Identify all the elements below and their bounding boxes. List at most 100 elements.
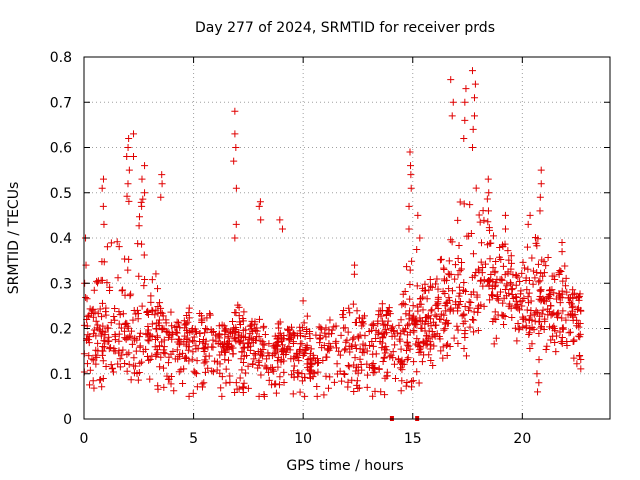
- data-point: [369, 359, 377, 367]
- data-point: [570, 354, 578, 362]
- x-tick-labels: 0 5 10 15 20: [80, 431, 532, 447]
- data-point: [165, 353, 173, 361]
- data-point: [286, 346, 294, 354]
- data-point: [538, 310, 546, 318]
- data-point: [536, 286, 544, 294]
- data-point: [576, 330, 584, 338]
- y-tick-label: 0.8: [50, 50, 72, 66]
- y-tick-label: 0.7: [50, 95, 72, 111]
- data-point: [421, 280, 429, 288]
- data-point: [520, 295, 528, 303]
- data-point: [559, 307, 567, 315]
- data-point: [125, 166, 133, 174]
- data-point: [480, 216, 488, 224]
- data-point: [514, 273, 522, 281]
- data-point: [484, 175, 492, 183]
- data-point: [342, 345, 350, 353]
- data-point: [180, 317, 188, 325]
- data-point: [456, 289, 464, 297]
- data-point: [354, 333, 362, 341]
- data-point: [382, 312, 390, 320]
- data-point: [461, 317, 469, 325]
- data-point: [470, 288, 478, 296]
- data-point: [430, 331, 438, 339]
- data-point: [524, 265, 532, 273]
- data-point: [168, 322, 176, 330]
- data-point: [209, 327, 217, 335]
- data-point: [115, 347, 123, 355]
- data-point: [136, 342, 144, 350]
- data-point: [431, 311, 439, 319]
- data-point: [375, 365, 383, 373]
- data-point: [115, 308, 123, 316]
- data-point: [460, 286, 468, 294]
- data-point: [561, 262, 569, 270]
- data-point: [274, 353, 282, 361]
- data-point: [448, 112, 456, 120]
- data-point: [173, 318, 181, 326]
- data-point: [496, 288, 504, 296]
- data-point: [196, 330, 204, 338]
- data-point: [316, 331, 324, 339]
- data-point: [147, 298, 155, 306]
- data-point: [180, 365, 188, 373]
- data-point: [374, 320, 382, 328]
- data-point: [138, 240, 146, 248]
- data-point: [426, 282, 434, 290]
- data-point: [533, 370, 541, 378]
- data-point: [353, 377, 361, 385]
- data-point: [558, 314, 566, 322]
- data-point: [111, 336, 119, 344]
- data-point: [576, 290, 584, 298]
- data-point: [160, 383, 168, 391]
- data-point: [326, 316, 334, 324]
- data-point: [139, 195, 147, 203]
- data-point: [201, 329, 209, 337]
- data-point: [440, 264, 448, 272]
- data-point: [558, 290, 566, 298]
- data-point: [537, 297, 545, 305]
- data-point: [415, 379, 423, 387]
- data-point: [558, 333, 566, 341]
- data-point: [265, 340, 273, 348]
- data-point: [189, 389, 197, 397]
- data-point: [308, 361, 316, 369]
- x-tick-label: 15: [404, 431, 422, 447]
- data-point: [427, 357, 435, 365]
- data-point: [338, 377, 346, 385]
- data-point: [303, 364, 311, 372]
- data-point: [236, 339, 244, 347]
- data-point: [461, 116, 469, 124]
- data-point: [89, 330, 97, 338]
- data-point: [369, 392, 377, 400]
- data-point: [193, 357, 201, 365]
- data-point: [505, 256, 513, 264]
- data-point: [469, 250, 477, 258]
- data-point: [351, 354, 359, 362]
- data-point: [270, 367, 278, 375]
- data-point: [558, 248, 566, 256]
- data-point: [182, 354, 190, 362]
- data-point: [251, 318, 259, 326]
- data-point: [455, 242, 463, 250]
- data-point: [573, 360, 581, 368]
- data-point: [453, 322, 461, 330]
- data-point: [123, 320, 131, 328]
- data-point: [490, 340, 498, 348]
- data-point: [231, 130, 239, 138]
- data-point: [418, 324, 426, 332]
- data-point: [379, 321, 387, 329]
- data-point: [410, 358, 418, 366]
- data-point: [174, 355, 182, 363]
- data-point: [500, 320, 508, 328]
- data-point: [260, 391, 268, 399]
- data-point: [441, 319, 449, 327]
- data-point: [214, 340, 222, 348]
- data-point: [288, 323, 296, 331]
- data-point: [469, 125, 477, 133]
- axis-ticks: [83, 56, 610, 420]
- data-point: [450, 334, 458, 342]
- data-point: [536, 207, 544, 215]
- data-point: [287, 355, 295, 363]
- data-point: [403, 355, 411, 363]
